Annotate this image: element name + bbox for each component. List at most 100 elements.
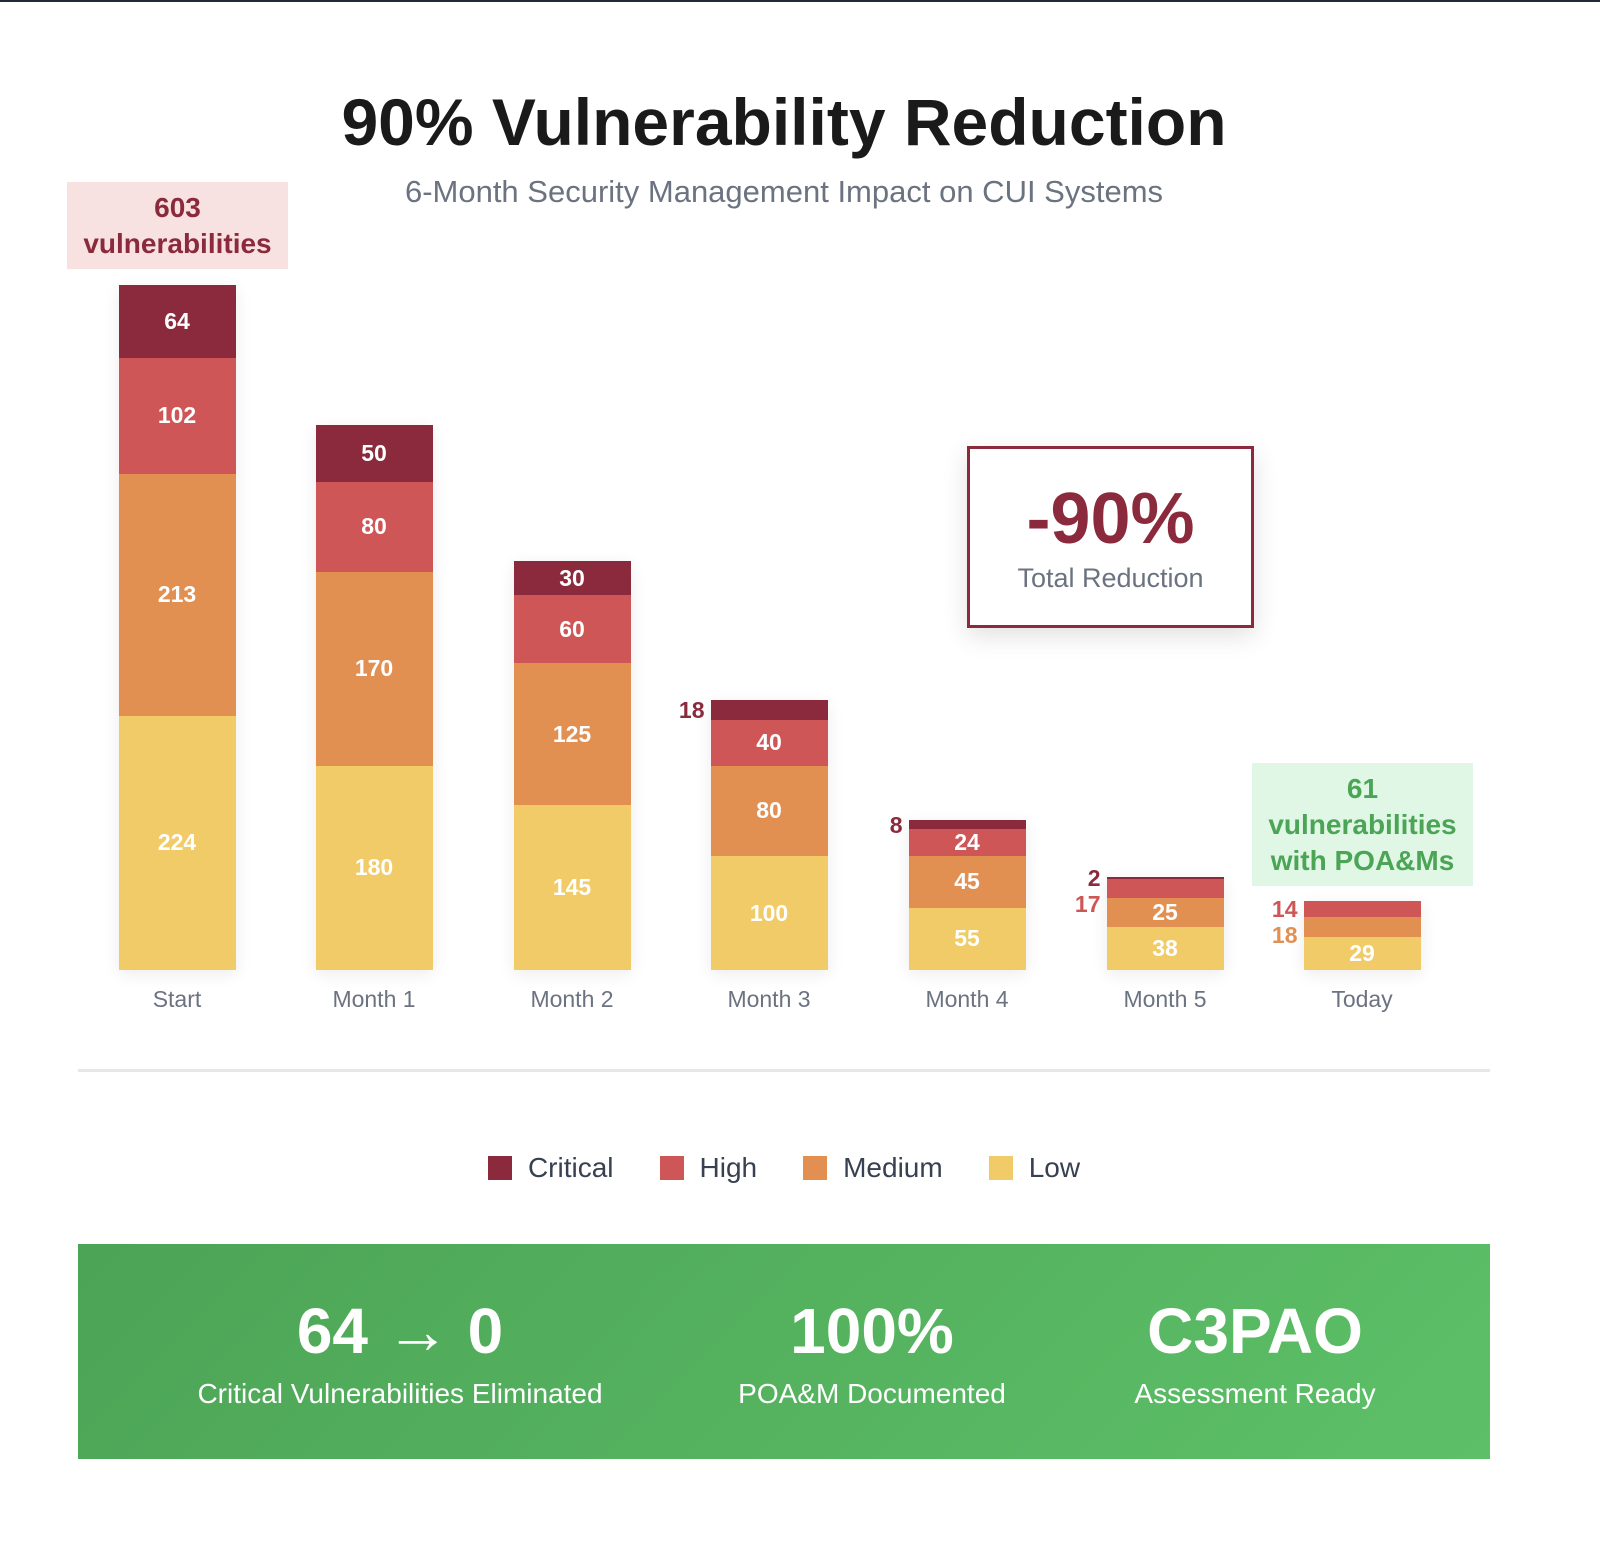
legend-label: Medium [843,1152,943,1183]
reduction-value: -90% [1026,479,1195,559]
start-total-count: 603 [154,192,201,223]
stat-label: Assessment Ready [1134,1378,1376,1409]
x-tick-label: Month 4 [925,986,1009,1012]
segment-critical: 64 [118,285,236,358]
segment-value-label: 25 [1152,899,1178,926]
segment-value-label: 80 [756,797,782,824]
segment-value-label: 45 [954,868,980,895]
segment-value-label: 55 [954,925,980,952]
x-tick-label: Month 2 [530,986,614,1012]
bar-month-3: 100 80 40 [710,699,828,970]
segment-value-label: 18 [678,696,705,723]
legend-label: High [699,1152,758,1183]
stat-label: Critical Vulnerabilities Eliminated [197,1378,603,1409]
legend-item-high: High [659,1152,758,1184]
legend-item-critical: Critical [487,1152,614,1184]
segment-low: 38 [1106,926,1224,970]
segment-value-label: 17 [1074,890,1101,917]
today-total-badge: 61 vulnerabilities with POA&Ms [1252,763,1473,886]
legend-label: Low [1028,1152,1081,1183]
segment-value-label: 14 [1271,895,1298,922]
stat-value: 100% [790,1295,954,1367]
start-total-badge: 603 vulnerabilities [67,182,288,269]
segment-value-label: 29 [1349,940,1375,967]
segment-value-label: 170 [354,655,394,682]
segment-critical: 30 [513,561,631,596]
bar-month-4: 55 45 24 [908,820,1026,970]
segment-value-label: 100 [749,899,789,926]
total-reduction-callout: -90% Total Reduction [967,446,1254,628]
segment-value-label: 224 [157,829,197,856]
segment-medium [1303,916,1421,938]
segment-critical [710,699,828,721]
segment-value-label: 38 [1152,934,1178,961]
segment-medium: 170 [315,572,433,766]
segment-low: 100 [710,856,828,970]
segment-value-label: 64 [164,307,190,334]
segment-value-label: 180 [354,854,394,881]
segment-high: 102 [118,357,236,474]
segment-medium: 125 [513,663,631,806]
segment-critical [908,820,1026,830]
today-total-line2: with POA&Ms [1270,845,1455,876]
segment-value-label: 145 [552,874,592,901]
segment-critical [1106,876,1224,880]
x-tick-label: Month 1 [332,986,416,1012]
segment-value-label: 40 [756,729,782,756]
segment-value-label: 50 [361,439,387,466]
legend: Critical High Medium Low [0,1152,1568,1184]
stat-label: POA&M Documented [738,1378,1006,1409]
stat-c3pao: C3PAO Assessment Ready [1134,1294,1375,1410]
x-tick-label: Month 5 [1123,986,1207,1012]
segment-high: 60 [513,595,631,664]
bar-start: 224 213 102 64 [118,285,236,970]
stat-value: C3PAO [1147,1295,1363,1367]
stat-critical: 64 → 0 Critical Vulnerabilities Eliminate… [197,1294,602,1410]
chart-subtitle: 6-Month Security Management Impact on CU… [404,174,1164,209]
segment-value-label: 60 [559,615,585,642]
legend-item-low: Low [988,1152,1081,1184]
bar-month-1: 180 170 80 50 [315,424,433,970]
segment-value-label: 30 [559,564,585,591]
segment-medium: 213 [118,473,236,716]
stats-banner: 64 → 0 Critical Vulnerabilities Eliminate… [78,1244,1490,1459]
legend-swatch-low [988,1156,1013,1180]
segment-value-label: 24 [954,829,980,856]
x-tick-label: Today [1331,986,1393,1012]
segment-low: 29 [1303,937,1421,970]
segment-value-label: 213 [157,581,197,608]
segment-value-label: 18 [1271,921,1298,948]
segment-low: 180 [315,765,433,970]
segment-low: 224 [118,715,236,970]
chart-title: 90% Vulnerability Reduction [341,85,1227,159]
x-tick-label: Start [152,986,202,1012]
segment-value-label: 2 [1087,864,1101,891]
segment-value-label: 125 [552,720,592,747]
legend-item-medium: Medium [803,1152,943,1184]
x-tick-label: Month 3 [727,986,811,1012]
stat-value: 64 → 0 [296,1295,504,1367]
divider [78,1069,1490,1072]
bar-month-5: 38 25 [1106,876,1224,970]
segment-critical: 50 [315,424,433,482]
segment-medium: 25 [1106,898,1224,927]
segment-value-label: 102 [157,402,197,429]
reduction-label: Total Reduction [1017,563,1204,593]
legend-swatch-high [659,1156,684,1180]
segment-low: 145 [513,805,631,970]
bar-month-2: 145 125 60 30 [513,561,631,970]
segment-high [1106,879,1224,899]
stat-poam: 100% POA&M Documented [738,1294,1006,1410]
bar-today: 29 [1303,900,1421,970]
segment-value-label: 80 [361,513,387,540]
today-total-line1: vulnerabilities [1268,809,1457,840]
legend-swatch-medium [803,1156,828,1180]
segment-high: 40 [710,720,828,766]
segment-high: 24 [908,829,1026,857]
today-total-count: 61 [1346,773,1379,804]
legend-label: Critical [527,1152,614,1183]
segment-value-label: 8 [889,811,903,838]
start-total-label: vulnerabilities [83,228,272,259]
segment-high [1303,900,1421,917]
segment-medium: 80 [710,765,828,857]
